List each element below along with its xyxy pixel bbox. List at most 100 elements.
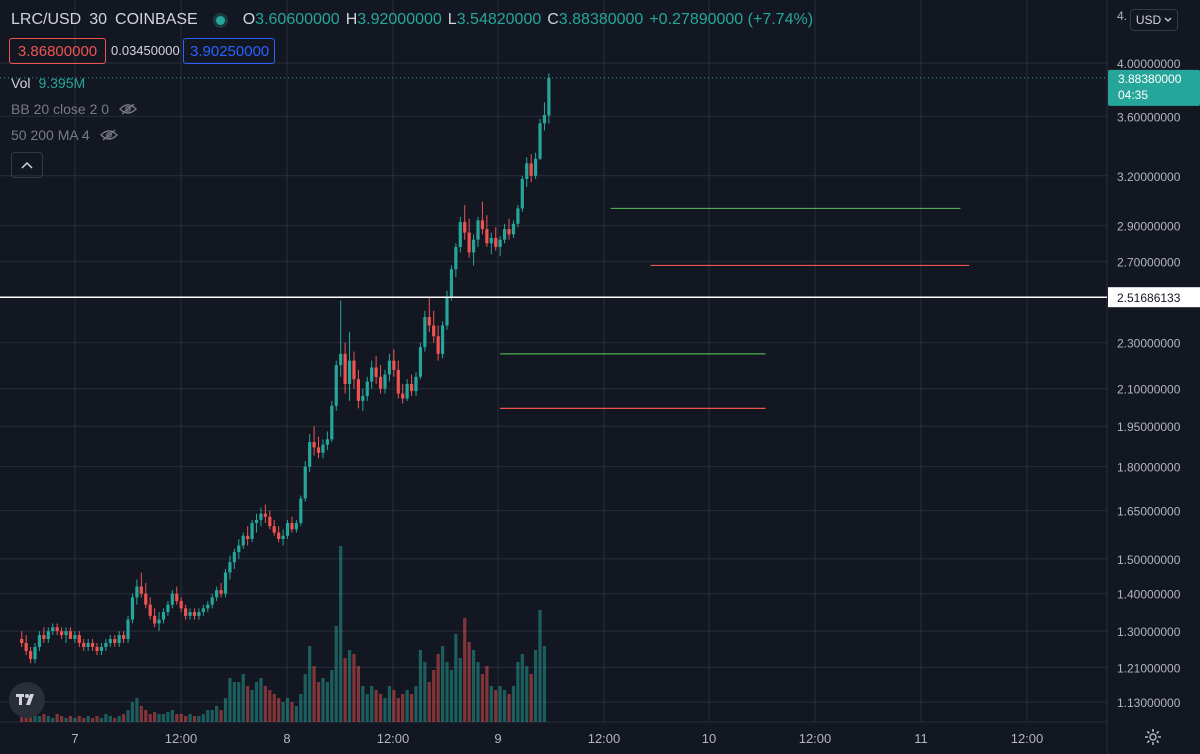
eye-hidden-icon[interactable] xyxy=(99,129,118,141)
candle-body xyxy=(396,369,400,394)
candle-body xyxy=(246,535,250,539)
change-value: +0.27890000 (+7.74%) xyxy=(649,11,814,28)
time-tick-label: 12:00 xyxy=(165,731,198,746)
candle-body xyxy=(33,646,37,660)
candle-body xyxy=(365,381,369,397)
bb-indicator[interactable]: BB 20 close 2 0 xyxy=(11,101,137,117)
candle-body xyxy=(201,608,205,613)
time-tick-label: 12:00 xyxy=(1011,731,1044,746)
volume-bar xyxy=(383,698,387,722)
volume-bar xyxy=(135,698,139,722)
volume-bar xyxy=(445,662,449,722)
price-tick-label: 1.40000000 xyxy=(1117,588,1181,602)
candle-body xyxy=(135,586,139,598)
volume-bar xyxy=(343,658,347,722)
ma-indicator[interactable]: 50 200 MA 4 xyxy=(11,127,118,143)
eye-hidden-icon[interactable] xyxy=(119,103,137,115)
price-tick-label: 1.80000000 xyxy=(1117,461,1181,475)
volume-bar xyxy=(263,686,267,722)
volume-bar xyxy=(232,682,236,722)
crosshair-badge xyxy=(1108,287,1200,308)
high-value: 3.92000000 xyxy=(357,11,442,28)
horizontal-lines xyxy=(500,207,970,409)
candle-body xyxy=(122,635,126,639)
candle-body xyxy=(37,635,42,647)
low-value: 3.54820000 xyxy=(456,11,542,28)
candle-body xyxy=(42,635,46,639)
candle-body xyxy=(312,441,316,448)
volume-bar xyxy=(228,678,232,722)
candle-body xyxy=(476,220,480,240)
close-key: C xyxy=(547,11,559,28)
volume-bar xyxy=(82,718,86,722)
candle-body xyxy=(215,590,219,598)
time-tick-label: 8 xyxy=(283,731,290,746)
high-key: H xyxy=(345,11,358,28)
candle-body xyxy=(436,336,440,354)
volume-bar xyxy=(73,718,77,722)
collapse-indicators-button[interactable] xyxy=(11,152,43,178)
candle-body xyxy=(51,627,55,632)
candle-body xyxy=(432,325,436,337)
candle-body xyxy=(405,383,409,399)
market-open-status-icon xyxy=(215,15,225,25)
volume-bar xyxy=(396,698,400,722)
symbol-label[interactable]: LRC/USD xyxy=(11,11,82,28)
volume-bar xyxy=(365,694,369,722)
volume-bar xyxy=(418,650,423,722)
time-tick-label: 9 xyxy=(494,731,501,746)
candle-body xyxy=(542,114,547,124)
volume-bar xyxy=(148,714,152,722)
candle-body xyxy=(308,441,312,467)
tradingview-logo-icon[interactable] xyxy=(9,682,45,718)
candle-body xyxy=(170,593,174,605)
volume-bar xyxy=(241,674,245,722)
volume-bar xyxy=(525,666,529,722)
volume-bar xyxy=(494,690,498,722)
volume-bar xyxy=(440,646,445,722)
candle-body xyxy=(197,612,201,616)
candle-body xyxy=(489,237,493,244)
candle-body xyxy=(86,642,90,647)
candle-body xyxy=(294,523,298,530)
candle-body xyxy=(113,638,117,643)
candle-body xyxy=(139,586,143,594)
candle-body xyxy=(502,229,507,240)
volume-bar xyxy=(321,678,325,722)
candle-body xyxy=(440,325,445,354)
sell-button[interactable]: 3.86800000 xyxy=(9,38,106,64)
volume-bar xyxy=(130,702,135,722)
buy-button[interactable]: 3.90250000 xyxy=(183,38,275,64)
candle-body xyxy=(449,269,454,297)
volume-bar xyxy=(166,712,170,722)
price-tick-label: 1.13000000 xyxy=(1117,696,1181,710)
price-tick-label: 1.65000000 xyxy=(1117,505,1181,519)
candle-body xyxy=(237,545,241,553)
time-axis: 7 12:00 8 12:00 9 12:00 10 12:00 11 12:00 xyxy=(71,731,1043,746)
candle-body xyxy=(290,523,294,530)
candle-body xyxy=(223,572,228,594)
candle-body xyxy=(445,296,449,326)
volume-indicator[interactable]: Vol 9.395M xyxy=(11,75,85,91)
volume-bar xyxy=(272,694,276,722)
interval-label[interactable]: 30 xyxy=(89,11,108,28)
volume-bar xyxy=(325,682,329,722)
candle-body xyxy=(241,535,245,546)
candle-body xyxy=(361,396,365,401)
candle-body xyxy=(378,376,383,389)
volume-bar xyxy=(347,650,352,722)
candle-body xyxy=(538,123,542,159)
volume-bar xyxy=(542,646,547,722)
price-tick-label: 1.21000000 xyxy=(1117,661,1181,675)
volume-bar xyxy=(161,714,166,722)
candle-body xyxy=(64,631,68,636)
volume-bar xyxy=(99,718,104,722)
candle-body xyxy=(427,317,431,326)
gear-icon[interactable] xyxy=(1144,728,1162,746)
spread-value: 0.03450000 xyxy=(111,43,180,58)
candle-body xyxy=(144,593,148,605)
candle-body xyxy=(166,604,170,613)
currency-select[interactable]: USD xyxy=(1130,9,1178,31)
price-tick-label: 2.10000000 xyxy=(1117,383,1181,397)
